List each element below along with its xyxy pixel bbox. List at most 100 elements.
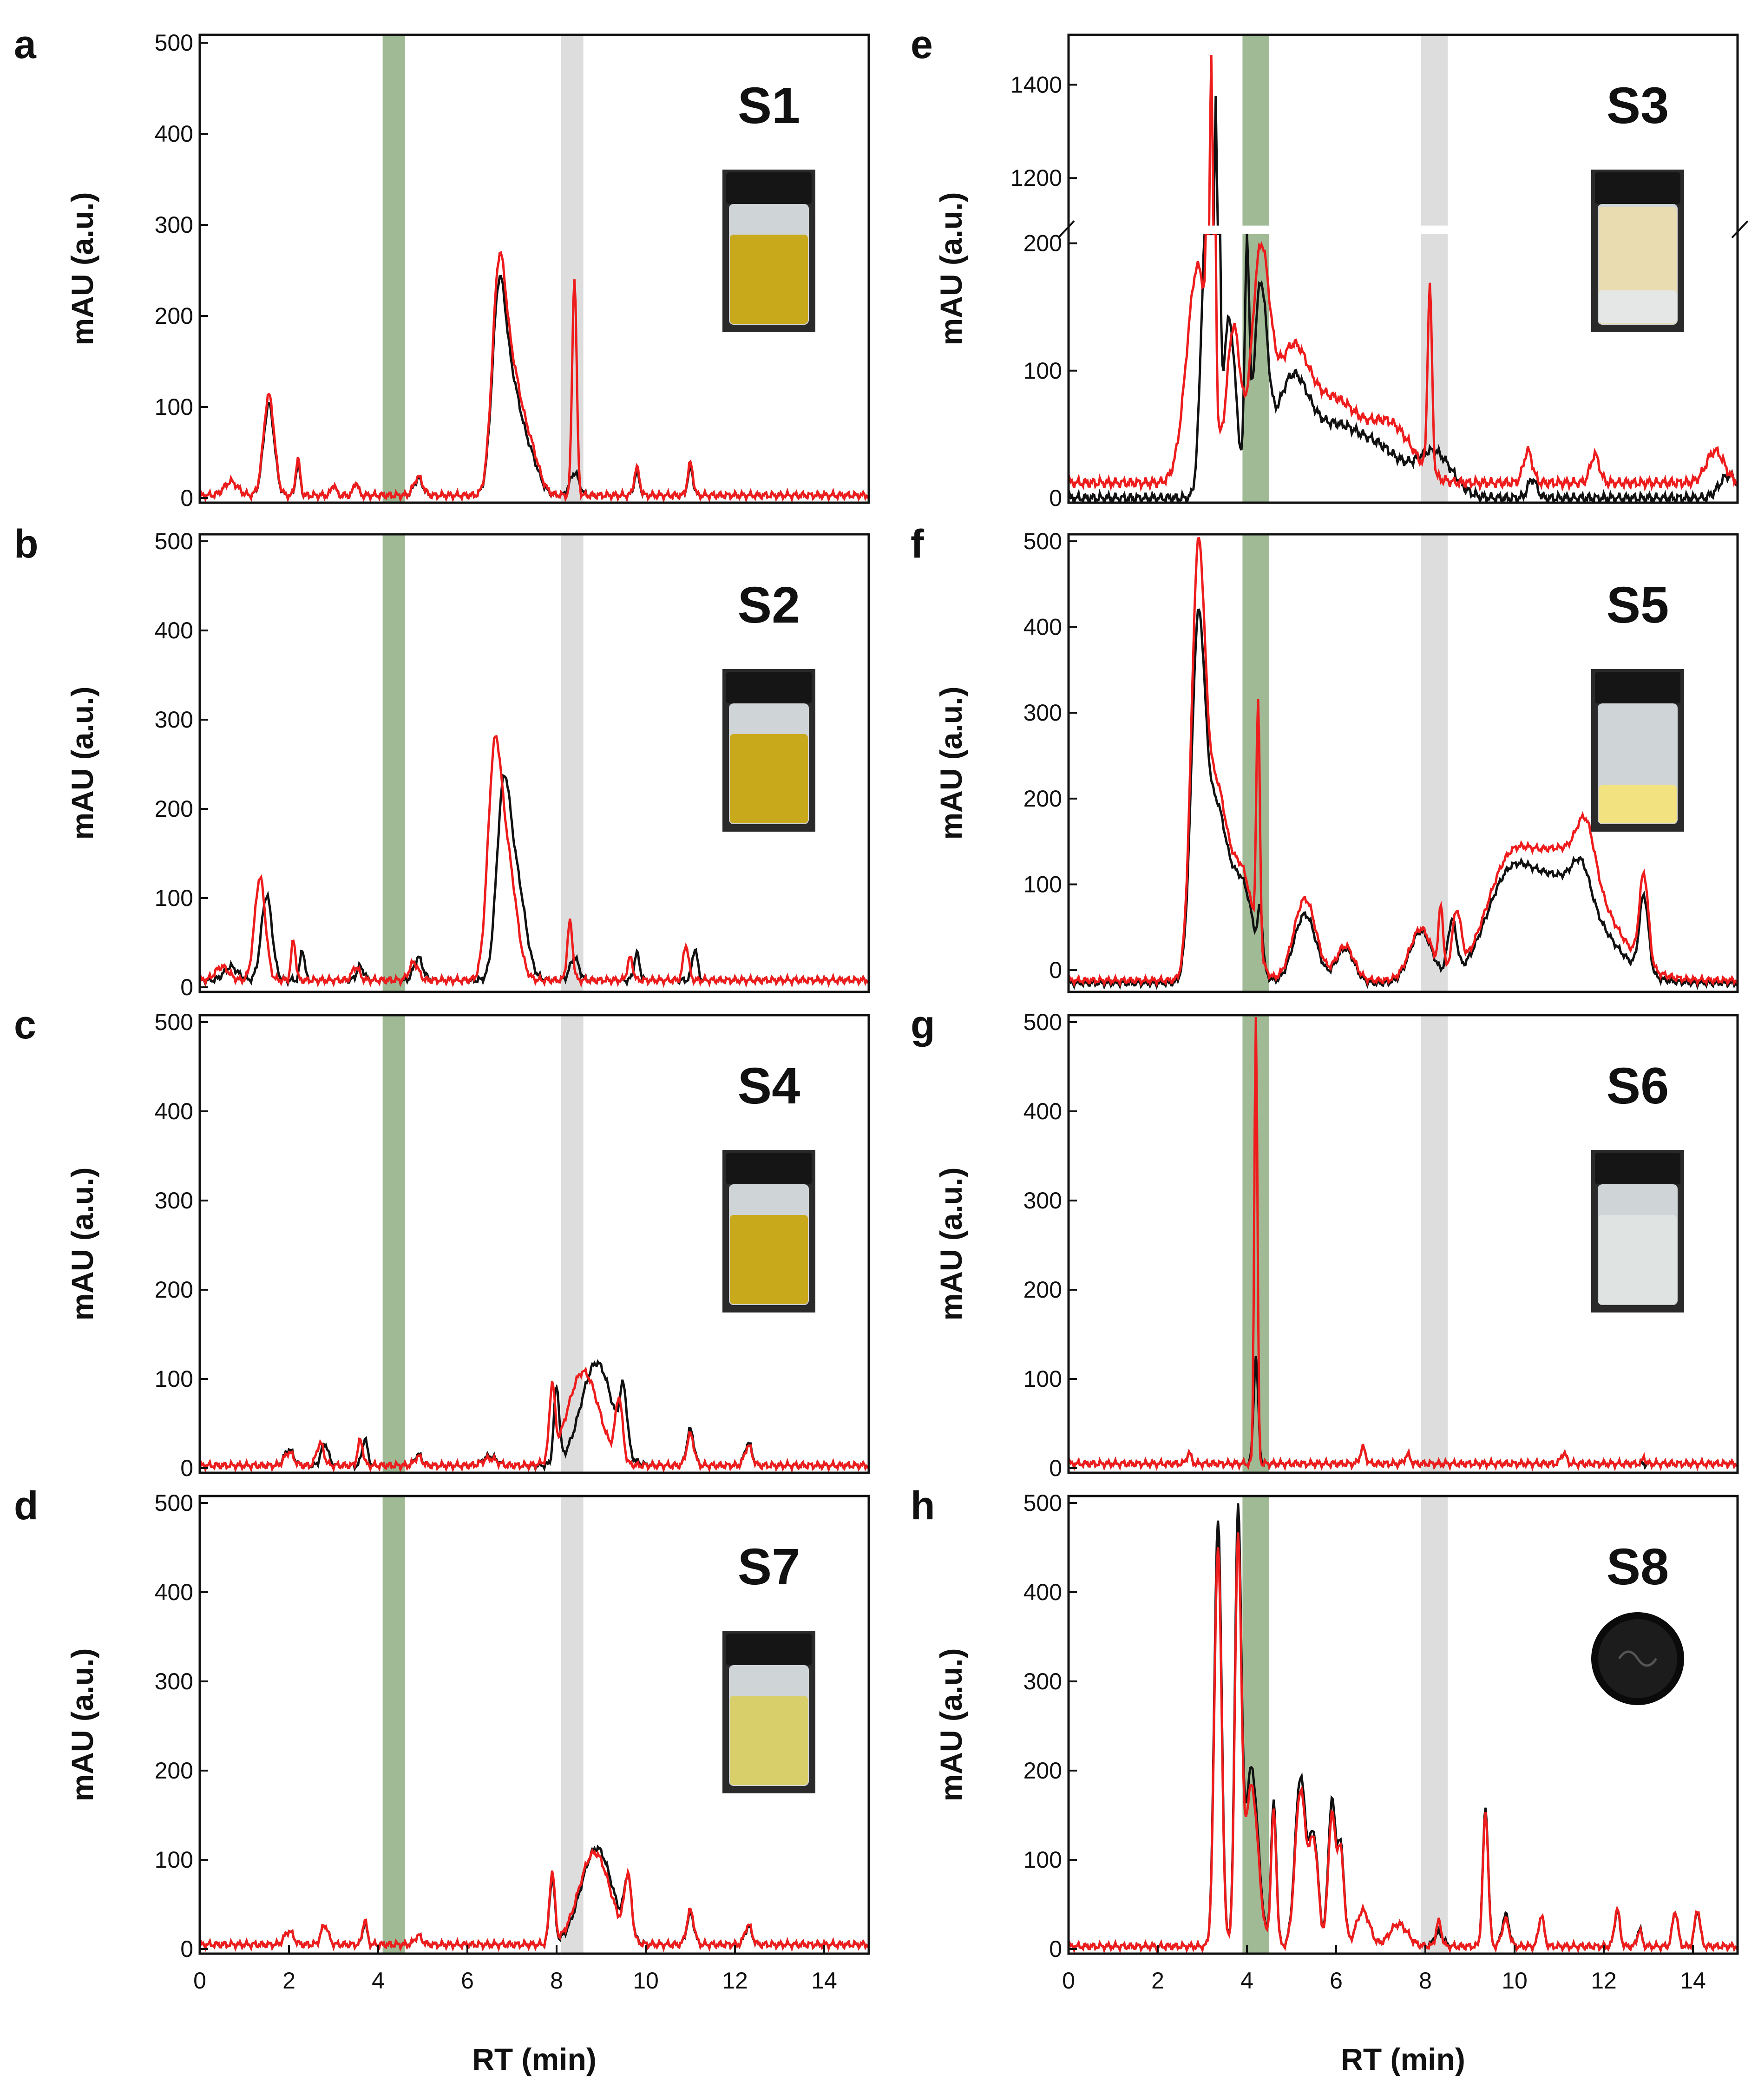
plot-frame (1067, 33, 1739, 504)
trace-red-f (1069, 537, 1738, 988)
y-tick-label: 500 (1023, 528, 1062, 554)
trace-black-e (1069, 95, 1738, 503)
y-tick-label: 500 (155, 30, 193, 56)
panel-letter: d (14, 1483, 39, 1528)
y-tick-label: 0 (1049, 485, 1062, 511)
sample-photo (722, 669, 815, 832)
vial-cap (1595, 1153, 1680, 1184)
vial-cap (726, 672, 812, 703)
y-tick-label: 0 (180, 1455, 193, 1481)
vial-liquid (1599, 290, 1677, 323)
x-tick-label: 2 (282, 1968, 295, 1994)
axis-break-mark (1057, 220, 1075, 238)
y-tick-label: 300 (1023, 1668, 1062, 1694)
y-tick-label: 500 (155, 1490, 193, 1516)
vial-liquid (730, 734, 808, 823)
y-tick-label: 400 (1023, 1579, 1062, 1605)
highlight-band-gray (561, 35, 584, 503)
y-tick-label: 300 (1023, 700, 1062, 726)
trace-red-a (200, 251, 869, 503)
y-axis-label: mAU (a.u.) (934, 1168, 968, 1321)
vial-cap (726, 1634, 812, 1665)
vial-liquid (730, 1215, 808, 1304)
panel-c: 0 100 200 300 400 500 mAU (a.u.) c S4 (14, 1003, 870, 1481)
y-tick-label: 400 (1023, 614, 1062, 640)
plot-frame (1067, 1014, 1739, 1474)
panel-h: 0 100 200 300 400 500 mAU (a.u.) 0 2 4 6 8 10 12 14 RT … (911, 1483, 1739, 2076)
y-tick-label: 100 (155, 394, 193, 420)
y-tick-label: 400 (1023, 1098, 1062, 1124)
y-tick-label: 300 (1023, 1188, 1062, 1214)
vial-liquid (1599, 785, 1677, 823)
panel-g: 0 100 200 300 400 500 mAU (a.u.) g S6 (911, 1003, 1739, 1481)
axis-break-mark (1731, 220, 1749, 238)
sample-name: S4 (738, 1057, 800, 1115)
trace-red-d (200, 1848, 869, 1952)
highlight-band-green (382, 1015, 405, 1473)
sample-photo (1591, 1150, 1684, 1312)
panel-letter: g (911, 1003, 935, 1047)
x-tick-label: 14 (811, 1968, 837, 1994)
sample-name: S2 (738, 577, 800, 634)
trace-red-e (1069, 55, 1738, 492)
trace-red-g (1069, 1017, 1738, 1471)
y-tick-label: 0 (180, 1936, 193, 1962)
y-tick-label: 400 (155, 617, 193, 643)
x-tick-label: 6 (1330, 1968, 1343, 1994)
x-tick-label: 12 (722, 1968, 748, 1994)
panel-letter: h (911, 1483, 935, 1528)
plot-frame (198, 1014, 870, 1474)
sample-photo (1591, 669, 1684, 832)
highlight-band-green (382, 1496, 405, 1954)
y-tick-label: 0 (1049, 1936, 1062, 1962)
x-tick-label: 10 (1502, 1968, 1528, 1994)
y-tick-label: 300 (155, 1188, 193, 1214)
y-axis-label: mAU (a.u.) (934, 1648, 968, 1802)
y-tick-label: 200 (155, 796, 193, 822)
y-tick-label: 500 (155, 528, 193, 554)
plot-frame (198, 33, 870, 504)
y-tick-label: 100 (155, 1847, 193, 1873)
trace-black-d (200, 1844, 869, 1952)
highlight-band-green (382, 35, 405, 503)
vial-cap (1595, 172, 1680, 204)
vial-cap (1595, 672, 1680, 703)
sample-name: S8 (1607, 1538, 1669, 1595)
highlight-band-gray (561, 534, 584, 992)
y-tick-label: 400 (155, 1098, 193, 1124)
y-tick-label: 0 (180, 974, 193, 1000)
trace-black-f (1069, 608, 1738, 990)
x-axis-label: RT (min) (472, 2042, 597, 2076)
highlight-band-gray (1421, 1015, 1448, 1473)
panel-letter: b (14, 522, 39, 566)
y-tick-label: 400 (155, 121, 193, 147)
y-tick-label: 200 (155, 1277, 193, 1303)
y-tick-label: 0 (180, 485, 193, 511)
panel-d: 0 100 200 300 400 500 mAU (a.u.) 0 2 4 6 8 10 12 14 RT … (14, 1483, 870, 2076)
panel-letter: e (911, 22, 933, 67)
y-tick-label: 500 (1023, 1490, 1062, 1516)
y-tick-label: 300 (155, 707, 193, 733)
y-tick-label: 200 (1023, 1277, 1062, 1303)
x-tick-label: 12 (1591, 1968, 1617, 1994)
panel-a: 0 100 200 300 400 500 mAU (a.u.) a S1 (14, 22, 870, 511)
y-axis-label: mAU (a.u.) (934, 192, 968, 346)
y-tick-label: 100 (155, 885, 193, 911)
plot-frame (198, 533, 870, 993)
vial-cap (726, 1153, 812, 1184)
y-axis-label: mAU (a.u.) (65, 1648, 99, 1802)
highlight-band-green (382, 534, 405, 992)
y-tick-label: 0 (1049, 957, 1062, 983)
vial-cap (726, 172, 812, 204)
highlight-band-green (1242, 1496, 1269, 1954)
plot-frame (198, 1495, 870, 1955)
y-tick-label: 200 (155, 303, 193, 329)
panel-letter: f (911, 522, 924, 566)
sample-name: S7 (738, 1538, 800, 1595)
trace-black-g (1069, 1356, 1738, 1471)
y-tick-label: 1400 (1010, 72, 1062, 98)
x-tick-label: 0 (1062, 1968, 1075, 1994)
panel-letter: a (14, 22, 37, 67)
x-tick-label: 0 (193, 1968, 206, 1994)
